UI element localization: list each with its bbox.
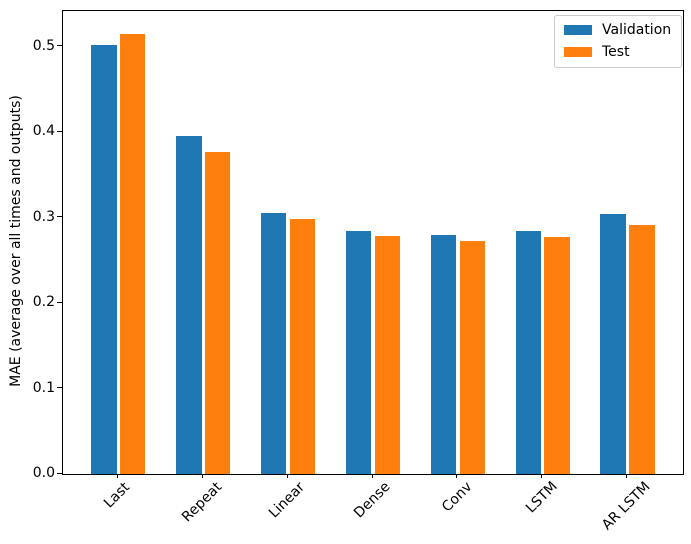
bar-validation-dense [345, 231, 372, 474]
bar-test-lstm [544, 237, 570, 474]
legend-label-validation: Validation [602, 22, 672, 38]
y-tick-label-0.5: 0.5 [32, 37, 55, 54]
bar-test-dense [374, 235, 401, 474]
y-tick-mark-0.3 [57, 216, 62, 218]
y-tick-label-0.1: 0.1 [32, 379, 55, 396]
y-tick-mark-0.0 [57, 472, 62, 474]
legend-item-validation: Validation [564, 22, 671, 38]
y-tick-label-0.3: 0.3 [32, 208, 55, 225]
bar-validation-ar-lstm [600, 214, 626, 474]
y-tick-mark-0.1 [57, 387, 62, 389]
bar-test-linear [289, 218, 316, 474]
legend: Validation Test [554, 15, 683, 68]
y-tick-label-0.2: 0.2 [32, 294, 55, 311]
x-tick-mark-last [116, 474, 118, 478]
x-tick-mark-linear [286, 474, 288, 478]
x-tick-label-last: Last [101, 478, 134, 511]
legend-swatch-test [564, 47, 592, 57]
bar-test-ar-lstm [629, 224, 655, 474]
bar-test-conv [459, 240, 486, 474]
x-tick-label-repeat: Repeat [179, 478, 226, 525]
bar-validation-lstm [515, 231, 542, 474]
y-tick-label-0.0: 0.0 [32, 465, 55, 481]
legend-swatch-validation [564, 25, 592, 35]
bar-test-last [120, 34, 146, 474]
plot-area [62, 10, 684, 475]
bar-test-repeat [204, 151, 231, 474]
x-tick-label-lstm: LSTM [523, 478, 561, 517]
x-tick-mark-lstm [541, 474, 543, 478]
x-tick-mark-ar-lstm [626, 474, 628, 478]
legend-item-test: Test [564, 44, 671, 60]
bar-validation-conv [430, 234, 457, 474]
y-tick-mark-0.4 [57, 130, 62, 132]
bar-validation-linear [260, 213, 287, 474]
y-tick-mark-0.5 [57, 45, 62, 47]
x-tick-label-dense: Dense [350, 478, 394, 522]
y-tick-label-0.4: 0.4 [32, 123, 55, 140]
bar-validation-last [91, 45, 117, 474]
y-tick-mark-0.2 [57, 301, 62, 303]
x-tick-mark-repeat [201, 474, 203, 478]
x-tick-mark-dense [371, 474, 373, 478]
x-tick-label-linear: Linear [265, 479, 308, 522]
x-tick-label-conv: Conv [438, 479, 475, 516]
x-tick-label-ar-lstm: AR LSTM [599, 478, 654, 534]
bar-validation-repeat [176, 135, 202, 474]
x-tick-mark-conv [456, 474, 458, 478]
legend-label-test: Test [602, 44, 630, 60]
